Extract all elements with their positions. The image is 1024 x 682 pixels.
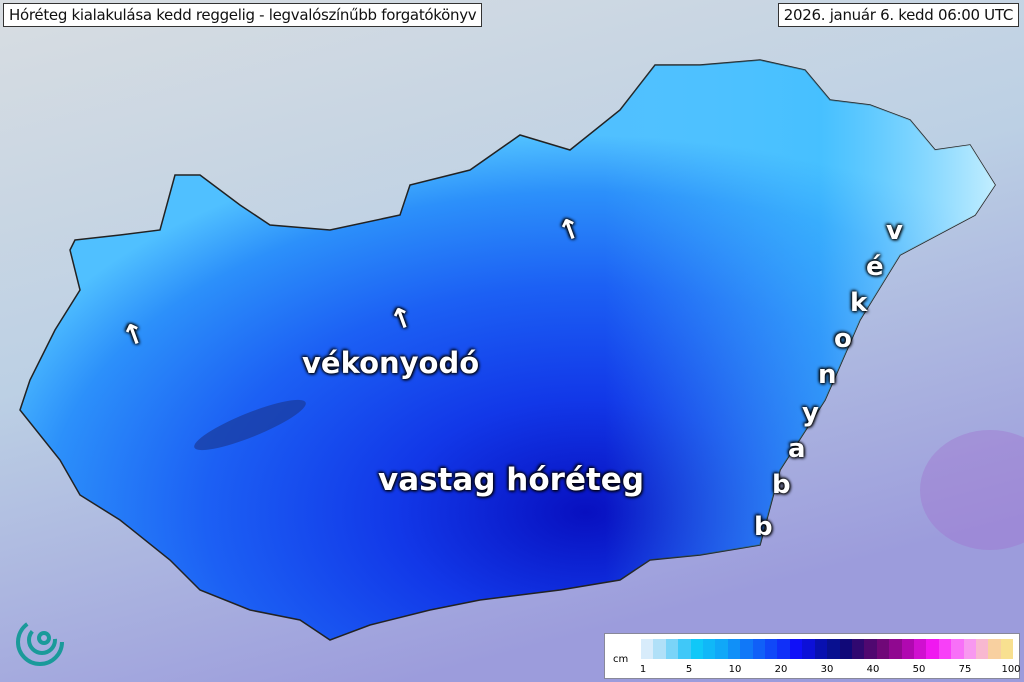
legend-swatch xyxy=(889,639,902,659)
vertical-letter: v xyxy=(886,216,903,246)
color-legend: cm 1 5 10 20 30 40 50 75 100 xyxy=(604,633,1021,679)
legend-swatch xyxy=(975,639,989,659)
legend-swatch xyxy=(951,639,964,659)
vertical-letter: n xyxy=(818,360,837,390)
legend-swatch xyxy=(802,639,815,659)
legend-swatch xyxy=(901,639,914,659)
legend-swatch xyxy=(789,639,803,659)
legend-swatch xyxy=(814,639,828,659)
legend-tick: 100 xyxy=(1001,664,1021,675)
legend-tick: 50 xyxy=(912,664,926,675)
legend-tick: 5 xyxy=(685,664,693,675)
legend-tick: 40 xyxy=(866,664,880,675)
legend-colorbar xyxy=(641,639,1014,659)
logo xyxy=(16,618,64,666)
legend-swatch xyxy=(703,639,716,659)
vertical-letter: a xyxy=(788,434,806,464)
legend-swatch xyxy=(926,639,939,659)
vertical-letter: o xyxy=(834,324,852,354)
label-thick-snow: vastag hóréteg xyxy=(378,462,645,498)
legend-swatch xyxy=(938,639,952,659)
legend-tick: 20 xyxy=(774,664,788,675)
legend-tick: 1 xyxy=(639,664,647,675)
legend-swatch xyxy=(727,639,741,659)
vertical-letter: y xyxy=(802,398,819,428)
vertical-letter: é xyxy=(866,252,884,282)
legend-swatch xyxy=(690,639,704,659)
legend-swatch xyxy=(665,639,679,659)
legend-swatch xyxy=(1000,639,1014,659)
legend-tick: 30 xyxy=(820,664,834,675)
legend-unit: cm xyxy=(613,654,629,665)
legend-tick: 75 xyxy=(958,664,972,675)
legend-swatch xyxy=(641,639,654,659)
legend-swatch xyxy=(876,639,890,659)
legend-swatch xyxy=(777,639,790,659)
legend-swatch xyxy=(752,639,766,659)
label-thinning: vékonyodó xyxy=(302,346,480,380)
map-title: Hóréteg kialakulása kedd reggelig - legv… xyxy=(3,3,483,27)
vertical-letter: k xyxy=(850,288,868,318)
valid-time: 2026. január 6. kedd 06:00 UTC xyxy=(777,3,1019,27)
legend-swatch xyxy=(678,639,691,659)
legend-swatch xyxy=(740,639,753,659)
legend-swatch xyxy=(827,639,840,659)
vertical-letter: b xyxy=(754,512,773,542)
vertical-letter: b xyxy=(772,470,791,500)
legend-swatch xyxy=(963,639,976,659)
legend-swatch xyxy=(864,639,877,659)
legend-swatch xyxy=(913,639,927,659)
legend-swatch xyxy=(851,639,865,659)
legend-swatch xyxy=(653,639,666,659)
legend-swatch xyxy=(715,639,728,659)
legend-tick: 10 xyxy=(728,664,742,675)
lake-balaton xyxy=(194,399,306,451)
legend-swatch xyxy=(839,639,852,659)
legend-swatch xyxy=(988,639,1001,659)
legend-swatch xyxy=(765,639,778,659)
